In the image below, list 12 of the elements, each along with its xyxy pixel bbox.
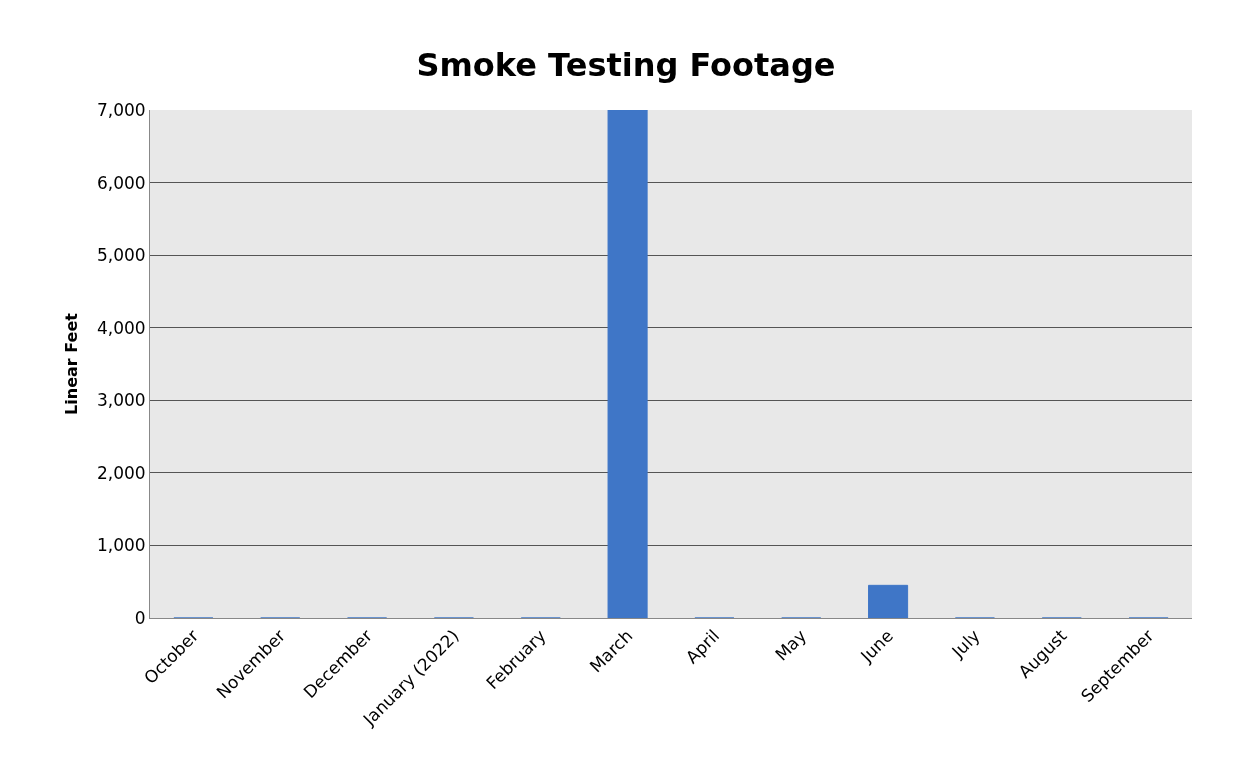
y-tick-label: 5,000 <box>96 245 146 266</box>
y-tick-label: 3,000 <box>96 390 146 411</box>
y-tick-label: 1,000 <box>96 535 146 556</box>
bar <box>607 110 648 618</box>
y-tick-label: 0 <box>134 607 146 628</box>
y-tick-label: 7,000 <box>96 99 146 120</box>
y-tick-label: 2,000 <box>96 462 146 483</box>
chart-title: Smoke Testing Footage <box>416 46 836 85</box>
y-tick-label: 4,000 <box>96 317 146 338</box>
y-axis-title: Linear Feet <box>61 312 81 415</box>
bar <box>868 584 909 618</box>
y-tick-label: 6,000 <box>96 172 146 193</box>
